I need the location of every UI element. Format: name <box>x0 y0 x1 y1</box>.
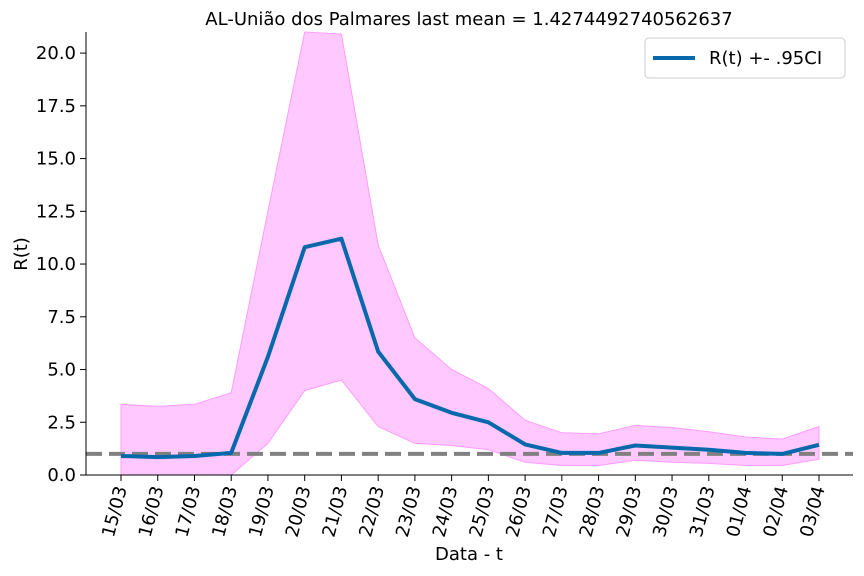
x-tick-label: 03/04 <box>796 484 830 540</box>
x-tick-label: 24/03 <box>429 484 463 540</box>
y-tick-label: 10.0 <box>36 254 76 275</box>
x-axis-label: Data - t <box>435 544 503 565</box>
y-tick-label: 0.0 <box>47 465 76 486</box>
y-tick-label: 2.5 <box>47 412 76 433</box>
x-tick-label: 22/03 <box>355 484 389 540</box>
x-tick-label: 01/04 <box>723 484 757 540</box>
x-tick-label: 21/03 <box>319 484 353 540</box>
y-axis-label: R(t) <box>11 237 32 271</box>
x-tick-label: 25/03 <box>465 484 499 540</box>
x-tick-label: 16/03 <box>135 484 169 540</box>
x-tick-label: 31/03 <box>686 484 720 540</box>
x-tick-label: 20/03 <box>282 484 316 540</box>
x-tick-label: 19/03 <box>245 484 279 540</box>
y-ticks: 0.0 2.5 5.0 7.5 10.0 12.5 15.0 17.5 20.0 <box>36 43 86 486</box>
legend: R(t) +- .95CI <box>644 37 846 79</box>
x-tick-label: 15/03 <box>98 484 132 540</box>
x-ticks: 15/03 16/03 17/03 18/03 19/03 20/03 21/03 22/03… <box>98 475 830 539</box>
x-tick-label: 17/03 <box>172 484 206 540</box>
series-line-layer <box>120 236 820 460</box>
x-tick-label: 27/03 <box>539 484 573 540</box>
y-tick-label: 15.0 <box>36 149 76 170</box>
chart-title: AL-União dos Palmares last mean = 1.4274… <box>205 9 732 30</box>
x-tick-label: 30/03 <box>649 484 683 540</box>
x-tick-label: 23/03 <box>392 484 426 540</box>
y-tick-label: 12.5 <box>36 201 76 222</box>
series-line <box>120 236 820 460</box>
x-tick-label: 18/03 <box>208 484 242 540</box>
confidence-band <box>120 31 820 476</box>
confidence-band-layer <box>120 31 820 476</box>
y-tick-label: 5.0 <box>47 360 76 381</box>
legend-box <box>644 37 846 79</box>
x-tick-label: 26/03 <box>502 484 536 540</box>
plot-area <box>86 31 853 476</box>
x-tick-label: 28/03 <box>576 484 610 540</box>
y-tick-label: 20.0 <box>36 43 76 64</box>
legend-label: R(t) +- .95CI <box>709 48 822 69</box>
y-tick-label: 17.5 <box>36 96 76 117</box>
x-tick-label: 29/03 <box>612 484 646 540</box>
y-tick-label: 7.5 <box>47 307 76 328</box>
x-tick-label: 02/04 <box>759 484 793 540</box>
